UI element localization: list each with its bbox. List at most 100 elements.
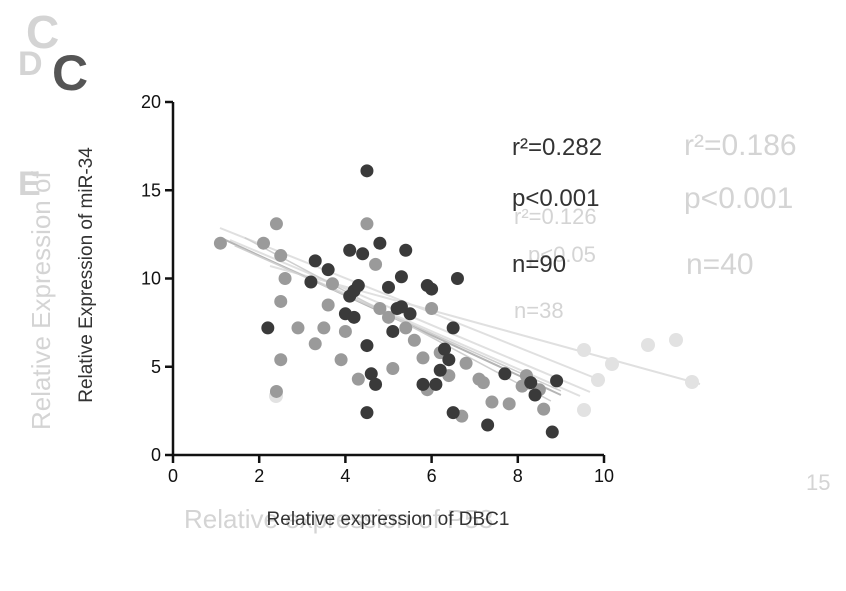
ghost-y-title: Relative Expression of [26,171,56,430]
data-point [308,337,322,351]
ghost-point [577,403,591,417]
data-point [269,217,283,231]
y-tick-label: 20 [141,92,161,112]
data-point [360,339,374,353]
ghost-stat-r2: r²=0.186 [684,129,797,162]
data-point [317,321,331,335]
data-point [433,363,447,377]
ghost-point [577,343,591,357]
data-point [356,247,370,261]
x-tick-label: 2 [254,466,264,486]
y-tick-label: 15 [141,180,161,200]
ghost-stat-p: p<0.001 [684,182,793,215]
data-point [351,372,365,386]
data-point [291,321,305,335]
data-point [321,263,335,277]
data-point [338,324,352,338]
data-point [257,236,271,250]
ghost-point [669,333,683,347]
data-point [304,275,318,289]
data-point [274,353,288,367]
stat-r2: r²=0.282 [512,134,602,161]
data-point [450,272,464,285]
data-point [481,418,495,432]
data-point [399,321,413,335]
data-point [442,353,456,367]
data-point [369,257,383,271]
data-point [347,310,361,324]
data-point [498,367,512,381]
x-tick-label: 10 [594,466,614,486]
ghost-stat-n: n=40 [686,248,754,281]
data-point [213,236,227,250]
data-point [524,376,538,390]
data-point [438,342,452,356]
data-point [550,374,564,388]
ghost-stat-r2-b: r²=0.126 [514,204,597,229]
ghost-panel-letter-2: D [18,45,43,83]
y-tick-label: 5 [151,357,161,377]
data-point [425,282,439,296]
data-point [321,298,335,312]
data-point [394,300,408,314]
data-point [476,376,490,390]
x-tick-label: 6 [427,466,437,486]
data-point [446,406,460,420]
ghost-x-tick-15: 15 [806,470,830,495]
data-point [382,280,395,294]
ghost-panel-letter-1: C [26,6,59,58]
data-point [382,310,395,324]
stat-p: p<0.001 [512,185,599,212]
data-point [269,384,283,398]
data-point [459,356,473,370]
data-point [403,307,417,321]
axes: 0 5 10 15 20 0 2 4 6 8 10 [141,92,614,486]
data-point [373,302,387,316]
data-point [360,217,374,231]
data-point [274,249,288,263]
data-point [386,324,400,338]
data-point [545,425,559,439]
data-point [528,388,542,402]
data-point [360,406,374,420]
ghost-point [605,357,619,371]
stat-n: n=90 [512,251,566,278]
ghost-trend-line-1 [269,265,701,385]
ghost-panel-letter-3: E [18,165,41,203]
data-point [386,362,400,376]
panel-letter: C [52,45,88,101]
data-point [485,395,499,409]
y-tick-label: 0 [151,445,161,465]
data-point [416,377,430,391]
ghost-stat-p-b: p<0.05 [528,242,596,267]
data-point [446,321,460,335]
data-point [399,243,413,257]
ghost-point [685,375,699,389]
data-point [360,164,374,178]
x-ticks: 0 2 4 6 8 10 [168,455,614,486]
data-point [502,397,516,411]
ghost-point [591,373,605,387]
y-ticks: 0 5 10 15 20 [141,92,173,465]
ghost-point [641,338,655,352]
x-tick-label: 4 [340,466,350,486]
y-axis-title: Relative Expression of miR-34 [76,147,97,403]
data-point [429,377,443,391]
data-point [416,351,430,365]
x-axis-title: Relative expression of DBC1 [267,509,510,530]
ghost-stat-n-b: n=38 [514,298,564,323]
data-points [213,164,564,439]
data-point [261,321,275,335]
data-point [369,377,383,391]
data-point [334,353,348,367]
data-point [394,270,408,284]
data-point [407,333,421,347]
data-point [325,277,339,291]
data-point [373,236,387,250]
data-point [351,279,365,293]
data-point [425,302,439,316]
data-point [343,243,357,257]
y-tick-label: 10 [141,269,161,289]
data-point [278,272,292,285]
